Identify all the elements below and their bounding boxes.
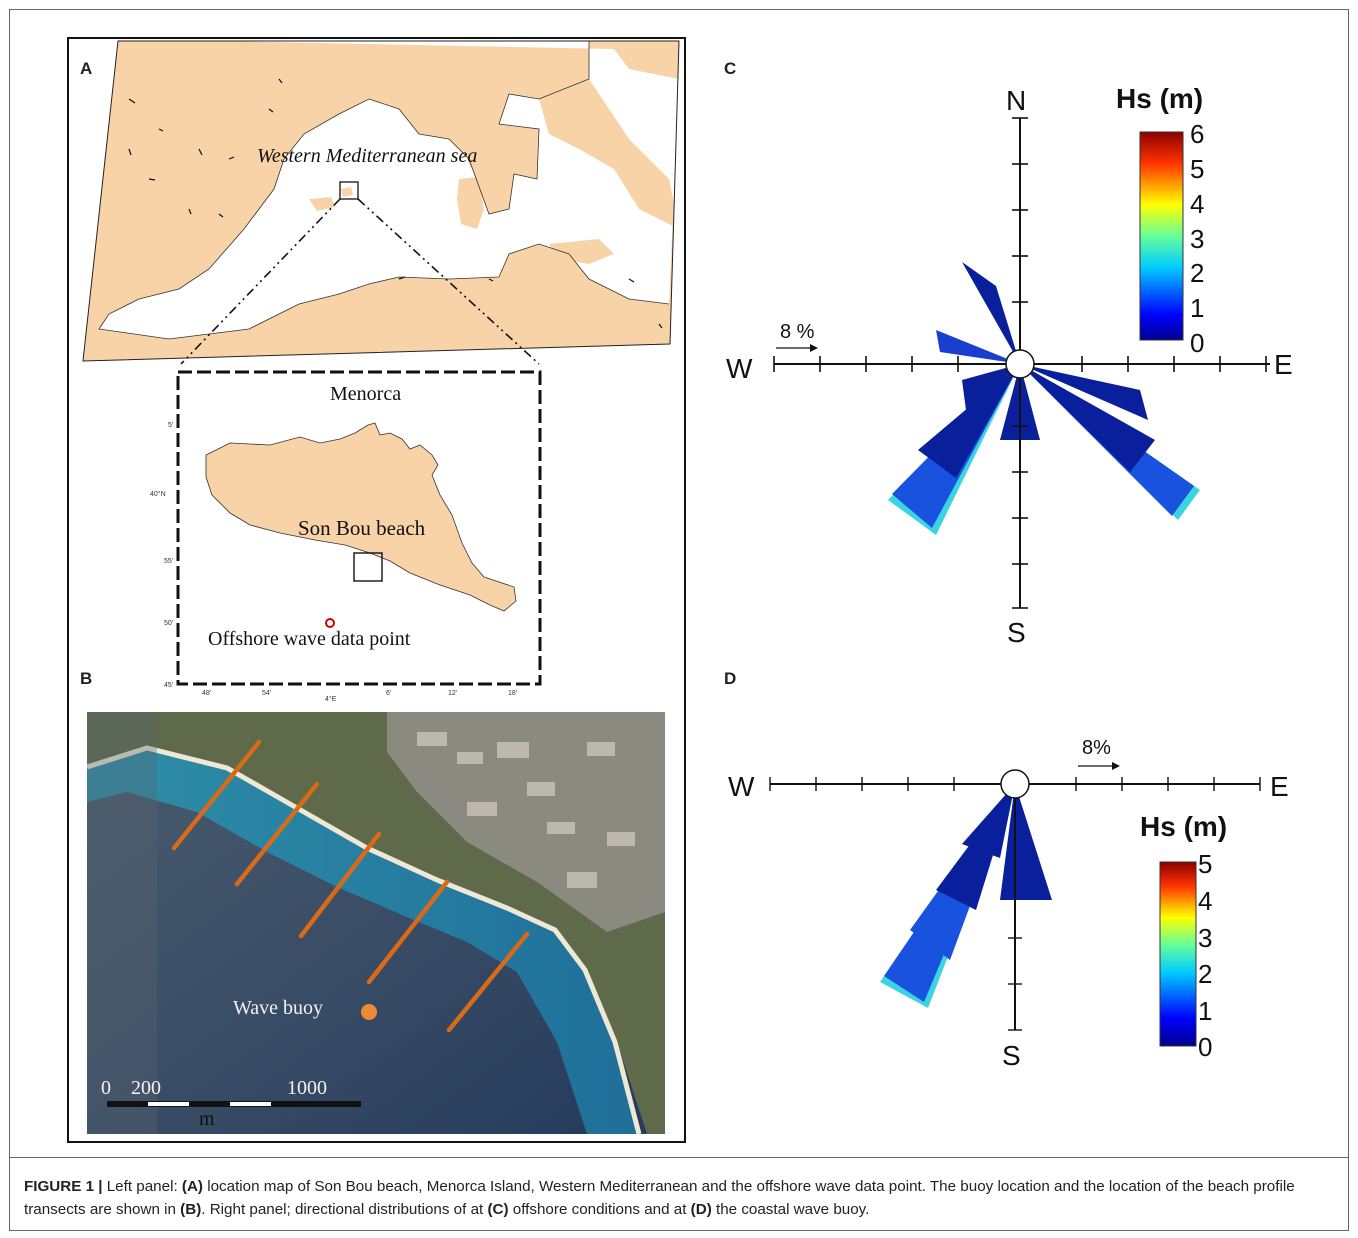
colorbar-tick: 4 bbox=[1190, 189, 1204, 219]
caption-text: Left panel: bbox=[102, 1178, 182, 1195]
transect-line bbox=[234, 781, 320, 887]
lon-tick: 4°E bbox=[325, 695, 337, 703]
caption-ref: (B) bbox=[180, 1201, 202, 1218]
compass-e: E bbox=[1270, 771, 1289, 802]
rose-petals bbox=[880, 784, 1052, 1008]
lat-tick: 55' bbox=[164, 558, 173, 565]
scale-tick: 200 bbox=[131, 1077, 161, 1099]
colorbar-tick: 0 bbox=[1198, 1032, 1212, 1062]
transect-line bbox=[298, 831, 382, 939]
figure-frame bbox=[9, 9, 1349, 1231]
rose-petals bbox=[888, 262, 1200, 535]
compass-w: W bbox=[726, 353, 753, 384]
colorbar-tick: 6 bbox=[1190, 119, 1204, 149]
son-bou-box bbox=[353, 552, 383, 582]
panel-d-label: D bbox=[724, 669, 737, 688]
transects bbox=[171, 739, 530, 1033]
colorbar-title: Hs (m) bbox=[1140, 811, 1227, 842]
colorbar-tick: 1 bbox=[1190, 293, 1204, 323]
rose-ticks bbox=[769, 777, 1261, 1031]
scale-tick: 1000 bbox=[287, 1077, 327, 1099]
caption-divider bbox=[9, 1157, 1349, 1158]
transect-line bbox=[366, 879, 450, 985]
beach-sand bbox=[87, 745, 642, 1134]
offshore-label: Offshore wave data point bbox=[208, 628, 411, 650]
lon-tick: 18' bbox=[508, 690, 517, 697]
colorbar-tick: 3 bbox=[1198, 923, 1212, 953]
rose-center bbox=[1000, 769, 1030, 799]
colorbar-tick: 1 bbox=[1198, 996, 1212, 1026]
lon-tick: 54' bbox=[262, 690, 271, 697]
transect-line bbox=[446, 931, 530, 1033]
colorbar-tick: 3 bbox=[1190, 224, 1204, 254]
panel-b-label: B bbox=[80, 669, 93, 688]
rose-ticks bbox=[773, 117, 1267, 609]
colorbar-tick: 4 bbox=[1198, 886, 1212, 916]
lon-tick: 12' bbox=[448, 690, 457, 697]
offshore-point-marker bbox=[325, 618, 335, 628]
caption-ref: (C) bbox=[487, 1201, 509, 1218]
shallow-water bbox=[87, 748, 639, 1134]
corsica-sardinia bbox=[457, 131, 484, 229]
italy bbox=[539, 79, 679, 229]
compass-e: E bbox=[1274, 349, 1293, 380]
sea-label: Western Mediterranean sea bbox=[257, 145, 477, 167]
inset-title: Menorca bbox=[330, 383, 401, 405]
colorbar-tick: 2 bbox=[1198, 959, 1212, 989]
aerial-photo: Wave buoy 0 200 1000 m bbox=[87, 712, 665, 1134]
buoy-label: Wave buoy bbox=[233, 997, 323, 1019]
caption-ref: (A) bbox=[181, 1178, 203, 1195]
caption-ref: (D) bbox=[690, 1201, 712, 1218]
panel-a-label: A bbox=[80, 59, 93, 78]
wave-rose-buoy: 8% S W E Hs (m) 5 4 3 2 1 0 bbox=[728, 737, 1289, 1071]
menorca-locator-box bbox=[339, 181, 359, 200]
colorbar-tick: 2 bbox=[1190, 258, 1204, 288]
balearic-islands bbox=[309, 187, 353, 211]
colorbar-tick: 0 bbox=[1190, 328, 1204, 358]
menorca-inset: Menorca Son Bou beach Offshore wave data… bbox=[150, 370, 542, 703]
colorbar-tick: 5 bbox=[1190, 154, 1204, 184]
sicily bbox=[549, 239, 614, 264]
caption-text: . Right panel; directional distributions… bbox=[201, 1201, 488, 1218]
rose-center bbox=[1005, 349, 1035, 379]
scale-unit: m bbox=[199, 1108, 215, 1130]
wave-buoy-marker bbox=[361, 1004, 377, 1020]
compass-s: S bbox=[1007, 617, 1026, 648]
scale-arrowhead bbox=[1112, 762, 1120, 770]
scale-bar: 0 200 1000 m bbox=[101, 1077, 361, 1130]
zoom-line-left bbox=[180, 198, 341, 365]
compass-w: W bbox=[728, 771, 755, 802]
compass-s: S bbox=[1002, 1040, 1021, 1071]
scale-label: 8 % bbox=[780, 321, 815, 343]
figure-caption: FIGURE 1 | Left panel: (A) location map … bbox=[24, 1175, 1324, 1221]
scale-arrowhead bbox=[810, 344, 818, 352]
caption-text: location map of Son Bou beach, Menorca I… bbox=[24, 1178, 1295, 1218]
lon-tick: 6' bbox=[386, 690, 391, 697]
panel-c-label: C bbox=[724, 59, 737, 78]
menorca-island bbox=[205, 422, 517, 612]
scale-label: 8% bbox=[1082, 737, 1111, 759]
scale-tick: 0 bbox=[101, 1077, 111, 1099]
wave-rose-offshore: 8 % N S W E Hs (m) 6 5 4 3 2 1 0 bbox=[726, 83, 1293, 648]
colorbar bbox=[1159, 861, 1197, 1047]
lon-tick: 48' bbox=[202, 690, 211, 697]
caption-lead: FIGURE 1 | bbox=[24, 1178, 103, 1195]
colorbar-tick: 5 bbox=[1198, 849, 1212, 879]
caption-text: the coastal wave buoy. bbox=[711, 1201, 870, 1218]
transect-line bbox=[171, 739, 262, 851]
colorbar bbox=[1139, 131, 1184, 341]
lat-tick: 40°N bbox=[150, 490, 166, 498]
lat-tick: 45' bbox=[164, 682, 173, 689]
compass-n: N bbox=[1006, 85, 1026, 116]
lat-tick: 50' bbox=[164, 620, 173, 627]
sea-area bbox=[99, 41, 679, 339]
mediterranean-map: Western Mediterranean sea bbox=[82, 40, 680, 365]
colorbar-title: Hs (m) bbox=[1116, 83, 1203, 114]
beach-label: Son Bou beach bbox=[298, 516, 426, 540]
zoom-line-right bbox=[357, 198, 540, 365]
lat-tick: 5' bbox=[168, 422, 173, 429]
caption-text: offshore conditions and at bbox=[508, 1201, 691, 1218]
